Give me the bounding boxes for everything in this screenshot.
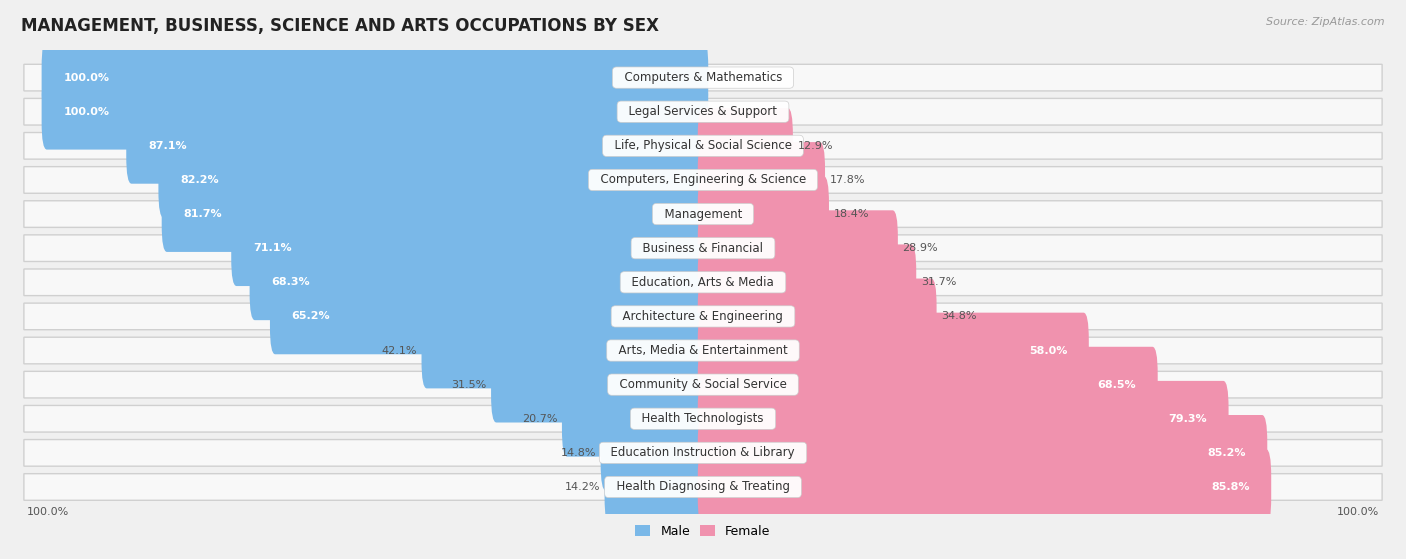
FancyBboxPatch shape <box>24 64 1382 91</box>
Text: Source: ZipAtlas.com: Source: ZipAtlas.com <box>1267 17 1385 27</box>
Text: 100.0%: 100.0% <box>63 73 110 83</box>
FancyBboxPatch shape <box>24 98 1382 125</box>
FancyBboxPatch shape <box>159 142 709 218</box>
FancyBboxPatch shape <box>42 40 709 116</box>
Text: 31.5%: 31.5% <box>451 380 486 390</box>
FancyBboxPatch shape <box>127 108 709 184</box>
Text: Life, Physical & Social Science: Life, Physical & Social Science <box>607 139 799 153</box>
FancyBboxPatch shape <box>24 132 1382 159</box>
FancyBboxPatch shape <box>697 312 1088 389</box>
Text: 12.9%: 12.9% <box>797 141 832 151</box>
FancyBboxPatch shape <box>24 371 1382 398</box>
FancyBboxPatch shape <box>24 167 1382 193</box>
Text: 42.1%: 42.1% <box>381 345 418 356</box>
Text: 18.4%: 18.4% <box>834 209 869 219</box>
Text: 28.9%: 28.9% <box>903 243 938 253</box>
FancyBboxPatch shape <box>24 337 1382 364</box>
Text: 79.3%: 79.3% <box>1168 414 1206 424</box>
FancyBboxPatch shape <box>697 381 1229 457</box>
FancyBboxPatch shape <box>42 74 709 150</box>
FancyBboxPatch shape <box>697 210 898 286</box>
Text: Management: Management <box>657 207 749 221</box>
Text: Legal Services & Support: Legal Services & Support <box>621 105 785 118</box>
FancyBboxPatch shape <box>24 439 1382 466</box>
FancyBboxPatch shape <box>697 449 1271 525</box>
FancyBboxPatch shape <box>24 269 1382 296</box>
Text: 58.0%: 58.0% <box>1029 345 1067 356</box>
FancyBboxPatch shape <box>24 235 1382 262</box>
FancyBboxPatch shape <box>422 312 709 389</box>
Text: 14.2%: 14.2% <box>564 482 600 492</box>
Text: 68.3%: 68.3% <box>271 277 309 287</box>
FancyBboxPatch shape <box>24 201 1382 228</box>
Text: Computers & Mathematics: Computers & Mathematics <box>617 71 789 84</box>
FancyBboxPatch shape <box>697 142 825 218</box>
FancyBboxPatch shape <box>697 415 1267 491</box>
Text: 14.8%: 14.8% <box>561 448 596 458</box>
Text: 81.7%: 81.7% <box>183 209 222 219</box>
Text: 85.8%: 85.8% <box>1211 482 1250 492</box>
Text: 20.7%: 20.7% <box>522 414 557 424</box>
Text: Health Diagnosing & Treating: Health Diagnosing & Treating <box>609 481 797 494</box>
Text: Business & Financial: Business & Financial <box>636 241 770 255</box>
Text: MANAGEMENT, BUSINESS, SCIENCE AND ARTS OCCUPATIONS BY SEX: MANAGEMENT, BUSINESS, SCIENCE AND ARTS O… <box>21 17 659 35</box>
FancyBboxPatch shape <box>697 347 1157 423</box>
Text: 68.5%: 68.5% <box>1098 380 1136 390</box>
Legend: Male, Female: Male, Female <box>630 520 776 543</box>
FancyBboxPatch shape <box>697 278 936 354</box>
Text: 87.1%: 87.1% <box>148 141 187 151</box>
FancyBboxPatch shape <box>250 244 709 320</box>
Text: Education, Arts & Media: Education, Arts & Media <box>624 276 782 289</box>
Text: 65.2%: 65.2% <box>291 311 330 321</box>
FancyBboxPatch shape <box>231 210 709 286</box>
Text: 31.7%: 31.7% <box>921 277 956 287</box>
FancyBboxPatch shape <box>24 303 1382 330</box>
Text: Architecture & Engineering: Architecture & Engineering <box>616 310 790 323</box>
Text: Education Instruction & Library: Education Instruction & Library <box>603 447 803 459</box>
FancyBboxPatch shape <box>562 381 709 457</box>
FancyBboxPatch shape <box>697 176 830 252</box>
FancyBboxPatch shape <box>270 278 709 354</box>
FancyBboxPatch shape <box>491 347 709 423</box>
FancyBboxPatch shape <box>24 473 1382 500</box>
Text: 100.0%: 100.0% <box>27 506 69 517</box>
FancyBboxPatch shape <box>697 244 917 320</box>
Text: 82.2%: 82.2% <box>180 175 219 185</box>
Text: Health Technologists: Health Technologists <box>634 412 772 425</box>
Text: 71.1%: 71.1% <box>253 243 291 253</box>
Text: Community & Social Service: Community & Social Service <box>612 378 794 391</box>
Text: 100.0%: 100.0% <box>63 107 110 117</box>
Text: 100.0%: 100.0% <box>1337 506 1379 517</box>
FancyBboxPatch shape <box>24 405 1382 432</box>
FancyBboxPatch shape <box>600 415 709 491</box>
Text: 17.8%: 17.8% <box>830 175 865 185</box>
Text: Computers, Engineering & Science: Computers, Engineering & Science <box>592 173 814 187</box>
Text: 34.8%: 34.8% <box>941 311 977 321</box>
FancyBboxPatch shape <box>605 449 709 525</box>
Text: Arts, Media & Entertainment: Arts, Media & Entertainment <box>610 344 796 357</box>
FancyBboxPatch shape <box>162 176 709 252</box>
FancyBboxPatch shape <box>697 108 793 184</box>
Text: 85.2%: 85.2% <box>1208 448 1246 458</box>
